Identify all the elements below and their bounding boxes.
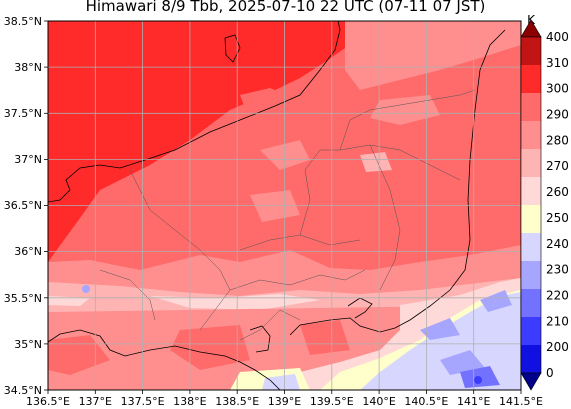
colorbar-segment xyxy=(521,317,541,345)
x-tick-labels: 136.5°E 137°E 137.5°E 138°E 138.5°E 139°… xyxy=(26,395,543,408)
x-tick-label: 139.5°E xyxy=(310,395,354,408)
x-tick-label: 138.5°E xyxy=(215,395,259,408)
grid xyxy=(48,21,521,390)
colorbar-segment xyxy=(521,121,541,149)
tick-marks xyxy=(44,20,522,394)
y-tick-label: 38°N xyxy=(14,61,42,74)
colorbar-level-label: 300 xyxy=(546,82,569,96)
colorbar-segment xyxy=(521,65,541,93)
colorbar-segment xyxy=(521,93,541,121)
y-tick-label: 34.5°N xyxy=(4,384,42,397)
colorbar-segment xyxy=(521,37,541,65)
x-tick-label: 136.5°E xyxy=(26,395,70,408)
colorbar-segment xyxy=(521,149,541,177)
colorbar-segments xyxy=(520,36,542,374)
colorbar-segment xyxy=(521,261,541,289)
y-tick-label: 36°N xyxy=(14,245,42,258)
colorbar-level-label: 210 xyxy=(546,314,569,328)
x-tick-label: 137°E xyxy=(79,395,112,408)
colorbar-segment xyxy=(521,205,541,233)
colorbar-bottom-extend xyxy=(520,372,542,391)
map-title: Himawari 8/9 Tbb, 2025-07-10 22 UTC (07-… xyxy=(85,0,486,15)
colorbar-segment xyxy=(521,233,541,261)
prefecture-borders xyxy=(99,89,476,341)
colorbar: K 400 310 300 290 280 270 260 250 240 230 220 210 20… xyxy=(520,13,569,391)
x-tick-label: 141.5°E xyxy=(499,395,543,408)
colorbar-level-label: 290 xyxy=(546,108,569,122)
x-tick-label: 140.5°E xyxy=(404,395,448,408)
colorbar-level-label: 400 xyxy=(546,30,569,44)
colorbar-level-label: 0 xyxy=(546,366,554,380)
y-tick-labels: 38.5°N 38°N 37.5°N 37°N 36.5°N 36°N 35.5… xyxy=(4,15,42,397)
x-tick-label: 138°E xyxy=(173,395,206,408)
colorbar-level-label: 200 xyxy=(546,340,569,354)
colorbar-labels: 400 310 300 290 280 270 260 250 240 230 220 210 200 0 xyxy=(546,30,569,380)
x-tick-label: 137.5°E xyxy=(121,395,165,408)
x-tick-label: 140°E xyxy=(362,395,395,408)
colorbar-unit: K xyxy=(527,13,536,27)
y-tick-label: 37°N xyxy=(14,153,42,166)
colorbar-segment xyxy=(521,177,541,205)
colorbar-segment xyxy=(521,345,541,373)
colorbar-top-extend xyxy=(520,19,542,38)
y-tick-label: 35.5°N xyxy=(4,292,42,305)
colorbar-level-label: 260 xyxy=(546,185,569,199)
colorbar-level-label: 250 xyxy=(546,211,569,225)
region-300K xyxy=(48,21,345,262)
colorbar-level-label: 270 xyxy=(546,159,569,173)
y-tick-label: 35°N xyxy=(14,338,42,351)
colorbar-level-label: 280 xyxy=(546,133,569,147)
y-tick-label: 36.5°N xyxy=(4,199,42,212)
x-tick-label: 139°E xyxy=(268,395,301,408)
colorbar-level-label: 230 xyxy=(546,263,569,277)
colorbar-level-label: 220 xyxy=(546,288,569,302)
colorbar-segment xyxy=(521,289,541,317)
colorbar-level-label: 240 xyxy=(546,237,569,251)
colorbar-level-label: 310 xyxy=(546,56,569,70)
y-tick-label: 38.5°N xyxy=(4,15,42,28)
y-tick-label: 37.5°N xyxy=(4,107,42,120)
x-tick-label: 141°E xyxy=(457,395,490,408)
